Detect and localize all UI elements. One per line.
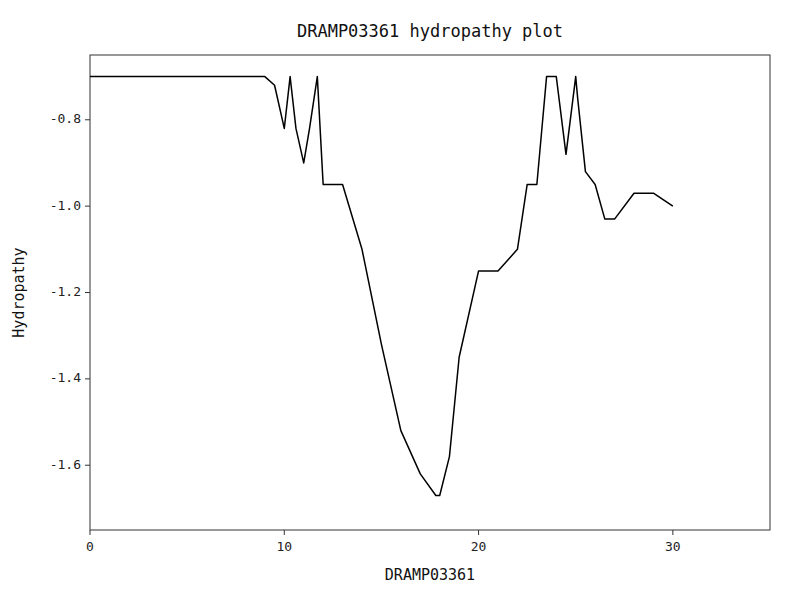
y-tick-label: -1.6 <box>50 457 81 472</box>
y-tick-label: -1.4 <box>50 370 81 385</box>
x-tick <box>284 530 285 535</box>
line <box>90 77 673 496</box>
plot-area <box>90 77 673 496</box>
chart: -1.6 -1.4 -1.2 -1.0 -0.8 0 10 20 30 DRAMP03361 hy… <box>0 0 800 600</box>
x-tick-label: 20 <box>471 539 487 554</box>
x-tick <box>90 530 91 535</box>
y-tick <box>85 378 90 379</box>
x-tick-label: 0 <box>86 539 94 554</box>
y-tick <box>85 119 90 120</box>
y-tick <box>85 206 90 207</box>
plot-frame <box>90 55 770 530</box>
y-axis-label: Hydropathy <box>10 247 28 337</box>
y-tick-label: -0.8 <box>50 111 81 126</box>
y-tick <box>85 292 90 293</box>
y-tick <box>85 465 90 466</box>
x-tick <box>478 530 479 535</box>
y-tick-label: -1.2 <box>50 284 81 299</box>
y-tick-label: -1.0 <box>50 198 81 213</box>
x-axis-label: DRAMP03361 <box>385 566 475 584</box>
x-tick <box>672 530 673 535</box>
background <box>0 0 800 600</box>
title: DRAMP03361 hydropathy plot <box>297 21 563 41</box>
x-tick-label: 30 <box>665 539 681 554</box>
x-tick-label: 10 <box>276 539 292 554</box>
